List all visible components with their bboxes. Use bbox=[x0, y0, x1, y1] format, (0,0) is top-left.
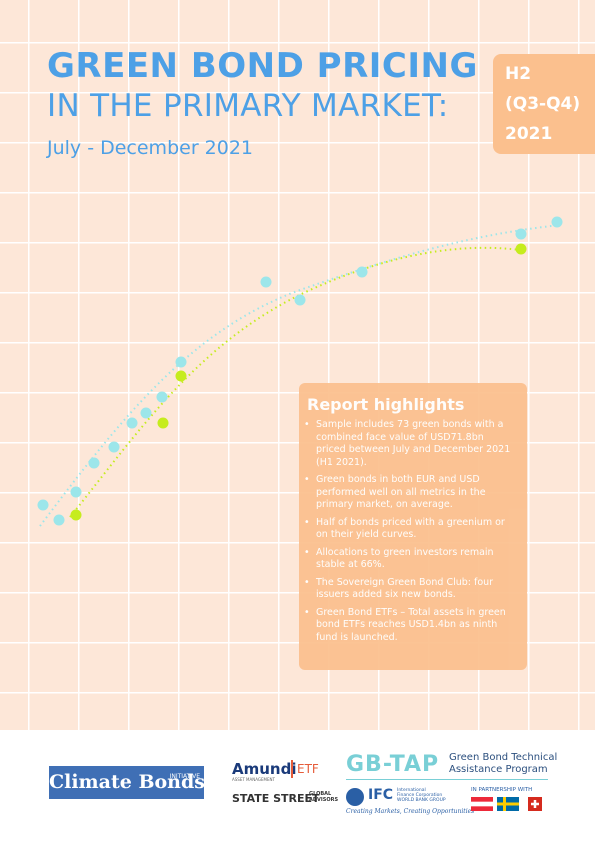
gbtap-logo: GB-TAP bbox=[346, 752, 440, 777]
gbtap-divider bbox=[346, 779, 548, 780]
blue-dot bbox=[126, 417, 138, 429]
blue-dot bbox=[260, 276, 272, 288]
etf-label: ETF bbox=[297, 762, 319, 776]
highlight-item: Sample includes 73 green bonds with a co… bbox=[304, 419, 512, 469]
blue-dot bbox=[108, 441, 120, 453]
ifc-sub-1: International bbox=[397, 788, 426, 793]
austria-flag-icon bbox=[471, 797, 493, 811]
gbtap-description: Green Bond Technical Assistance Program bbox=[449, 752, 558, 775]
badge-line-2: (Q3-Q4) bbox=[505, 94, 581, 114]
blue-dot bbox=[551, 216, 563, 228]
highlights-heading: Report highlights bbox=[307, 395, 465, 414]
amundi-divider bbox=[291, 760, 293, 778]
blue-dot bbox=[70, 486, 82, 498]
badge-line-1: H2 bbox=[505, 64, 532, 84]
blue-dot bbox=[156, 391, 168, 403]
blue-dot bbox=[88, 457, 100, 469]
highlight-item: Half of bonds priced with a greenium or … bbox=[304, 517, 512, 542]
partnership-label: IN PARTNERSHIP WITH bbox=[471, 787, 533, 793]
state-street-sub-1: GLOBAL bbox=[309, 791, 332, 797]
badge-line-3: 2021 bbox=[505, 124, 553, 144]
report-highlights-box: Report highlights Sample includes 73 gre… bbox=[299, 383, 527, 670]
state-street-logo: STATE STREET bbox=[232, 792, 320, 805]
highlight-item: The Sovereign Green Bond Club: four issu… bbox=[304, 577, 512, 602]
highlight-item: Green bonds in both EUR and USD performe… bbox=[304, 474, 512, 512]
green-trend-line bbox=[69, 246, 521, 518]
switzerland-flag-icon bbox=[528, 797, 542, 811]
ifc-sub-2: Finance Corporation bbox=[397, 793, 443, 798]
green-dot bbox=[515, 243, 527, 255]
ifc-globe-icon bbox=[346, 788, 364, 806]
blue-dot bbox=[294, 294, 306, 306]
blue-trend-line bbox=[39, 224, 561, 527]
blue-dot bbox=[515, 228, 527, 240]
sweden-flag-icon bbox=[497, 797, 519, 811]
ifc-subtext: International Finance Corporation WORLD … bbox=[397, 788, 446, 803]
ifc-logo-text: IFC bbox=[368, 787, 394, 803]
amundi-subtext: ASSET MANAGEMENT bbox=[232, 777, 275, 782]
blue-dot bbox=[175, 356, 187, 368]
highlight-item: Green Bond ETFs – Total assets in green … bbox=[304, 607, 512, 645]
blue-dot bbox=[37, 499, 49, 511]
climate-bonds-text: Climate Bonds bbox=[49, 771, 205, 793]
green-dot bbox=[175, 370, 187, 382]
climate-bonds-initiative: INITIATIVE bbox=[169, 773, 200, 780]
green-dot bbox=[70, 509, 82, 521]
title-line-2: IN THE PRIMARY MARKET: bbox=[47, 88, 449, 124]
ifc-tagline: Creating Markets, Creating Opportunities bbox=[346, 808, 475, 815]
state-street-sub-2: ADVISORS bbox=[309, 796, 339, 803]
blue-dot bbox=[53, 514, 65, 526]
ifc-sub-3: WORLD BANK GROUP bbox=[397, 798, 446, 803]
highlights-list: Sample includes 73 green bonds with a co… bbox=[299, 419, 520, 649]
subtitle-date-range: July - December 2021 bbox=[47, 137, 254, 159]
blue-dot bbox=[140, 407, 152, 419]
highlight-item: Allocations to green investors remain st… bbox=[304, 547, 512, 572]
green-dot bbox=[157, 417, 169, 429]
title-line-1: GREEN BOND PRICING bbox=[47, 46, 478, 86]
decorative-scatter bbox=[37, 216, 563, 527]
state-street-subtext: GLOBAL ADVISORS bbox=[309, 791, 339, 803]
amundi-logo: Amundi bbox=[232, 760, 297, 778]
period-badge: H2 (Q3-Q4) 2021 bbox=[493, 54, 595, 154]
climate-bonds-logo: Climate Bonds INITIATIVE bbox=[49, 766, 205, 799]
blue-dot bbox=[356, 266, 368, 278]
